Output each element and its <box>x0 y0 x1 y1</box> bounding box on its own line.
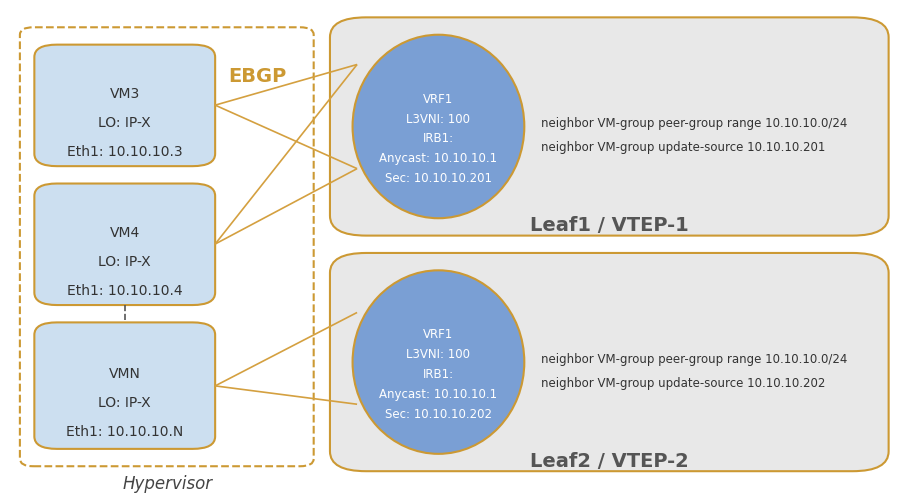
FancyBboxPatch shape <box>330 17 888 236</box>
Text: Leaf2 / VTEP-2: Leaf2 / VTEP-2 <box>529 452 688 471</box>
FancyBboxPatch shape <box>20 27 313 466</box>
Text: EBGP: EBGP <box>228 67 286 86</box>
Text: IRB1:: IRB1: <box>423 132 453 145</box>
Text: Leaf1 / VTEP-1: Leaf1 / VTEP-1 <box>529 216 688 235</box>
Text: LO: IP-X: LO: IP-X <box>98 255 151 269</box>
Text: Eth1: 10.10.10.3: Eth1: 10.10.10.3 <box>67 145 182 159</box>
Text: neighbor VM-group update-source 10.10.10.201: neighbor VM-group update-source 10.10.10… <box>540 141 824 154</box>
Text: LO: IP-X: LO: IP-X <box>98 116 151 130</box>
Text: VRF1: VRF1 <box>423 328 453 341</box>
FancyBboxPatch shape <box>34 184 215 305</box>
Text: Hypervisor: Hypervisor <box>122 475 212 493</box>
Ellipse shape <box>352 270 524 454</box>
Text: L3VNI: 100: L3VNI: 100 <box>406 113 470 125</box>
Text: VM3: VM3 <box>109 87 140 101</box>
Ellipse shape <box>352 35 524 218</box>
FancyBboxPatch shape <box>330 253 888 471</box>
Text: neighbor VM-group peer-group range 10.10.10.0/24: neighbor VM-group peer-group range 10.10… <box>540 353 846 366</box>
Text: VRF1: VRF1 <box>423 93 453 106</box>
Text: Sec: 10.10.10.202: Sec: 10.10.10.202 <box>385 408 491 421</box>
Text: LO: IP-X: LO: IP-X <box>98 396 151 410</box>
Text: VMN: VMN <box>108 368 141 381</box>
Text: Eth1: 10.10.10.4: Eth1: 10.10.10.4 <box>67 284 182 298</box>
FancyBboxPatch shape <box>34 322 215 449</box>
Text: neighbor VM-group update-source 10.10.10.202: neighbor VM-group update-source 10.10.10… <box>540 377 824 390</box>
Text: VM4: VM4 <box>109 226 140 240</box>
Text: IRB1:: IRB1: <box>423 368 453 381</box>
Text: neighbor VM-group peer-group range 10.10.10.0/24: neighbor VM-group peer-group range 10.10… <box>540 118 846 130</box>
Text: Eth1: 10.10.10.N: Eth1: 10.10.10.N <box>66 425 183 439</box>
FancyBboxPatch shape <box>34 45 215 166</box>
Text: L3VNI: 100: L3VNI: 100 <box>406 348 470 361</box>
Text: Anycast: 10.10.10.1: Anycast: 10.10.10.1 <box>379 388 497 401</box>
Text: Sec: 10.10.10.201: Sec: 10.10.10.201 <box>385 172 491 185</box>
Text: Anycast: 10.10.10.1: Anycast: 10.10.10.1 <box>379 152 497 165</box>
